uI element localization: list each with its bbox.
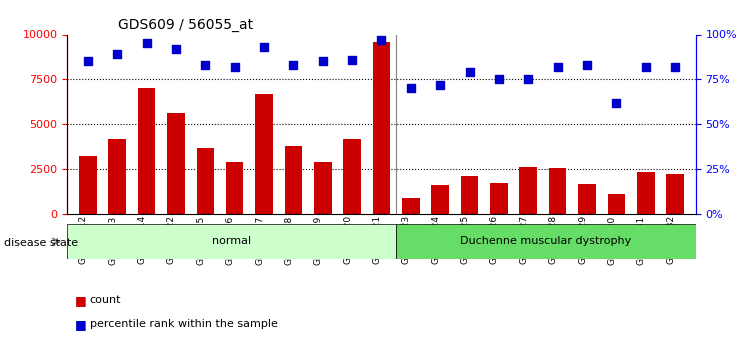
Bar	[432, 185, 449, 214]
Bar	[637, 172, 654, 214]
Text: ■: ■	[75, 294, 87, 307]
Point	[141, 41, 153, 46]
Bar	[402, 198, 420, 214]
Point	[199, 62, 211, 68]
Text: Duchenne muscular dystrophy: Duchenne muscular dystrophy	[460, 237, 631, 246]
Point	[346, 57, 358, 62]
Bar	[519, 167, 537, 214]
Bar	[197, 148, 214, 214]
Text: GDS609 / 56055_at: GDS609 / 56055_at	[117, 18, 253, 32]
Point	[522, 77, 534, 82]
Point	[669, 64, 681, 70]
Bar	[314, 162, 331, 214]
Bar	[108, 139, 126, 214]
Bar	[79, 157, 96, 214]
Point	[435, 82, 447, 88]
Bar	[255, 94, 273, 214]
Text: normal: normal	[212, 237, 251, 246]
Point	[258, 44, 270, 50]
Bar	[167, 114, 185, 214]
Point	[640, 64, 652, 70]
Bar	[607, 194, 625, 214]
Text: disease state: disease state	[4, 238, 78, 248]
Text: percentile rank within the sample: percentile rank within the sample	[90, 319, 278, 329]
Bar	[549, 168, 566, 214]
Point	[552, 64, 564, 70]
Bar	[578, 184, 596, 214]
Text: count: count	[90, 295, 121, 305]
Bar	[461, 176, 479, 214]
Point	[405, 86, 417, 91]
Bar	[226, 162, 244, 214]
Bar	[67, 224, 396, 259]
Bar	[284, 146, 302, 214]
Point	[375, 37, 387, 43]
Bar	[138, 88, 156, 214]
Point	[111, 51, 123, 57]
Bar	[666, 175, 684, 214]
Point	[229, 64, 241, 70]
Point	[493, 77, 505, 82]
Bar	[490, 184, 508, 214]
Point	[316, 59, 328, 64]
Point	[464, 69, 476, 75]
Point	[170, 46, 182, 52]
Point	[610, 100, 622, 106]
Bar	[343, 139, 361, 214]
Point	[82, 59, 94, 64]
Point	[581, 62, 593, 68]
Point	[287, 62, 299, 68]
Bar	[373, 42, 390, 214]
Text: ■: ■	[75, 318, 87, 331]
Bar	[396, 224, 696, 259]
